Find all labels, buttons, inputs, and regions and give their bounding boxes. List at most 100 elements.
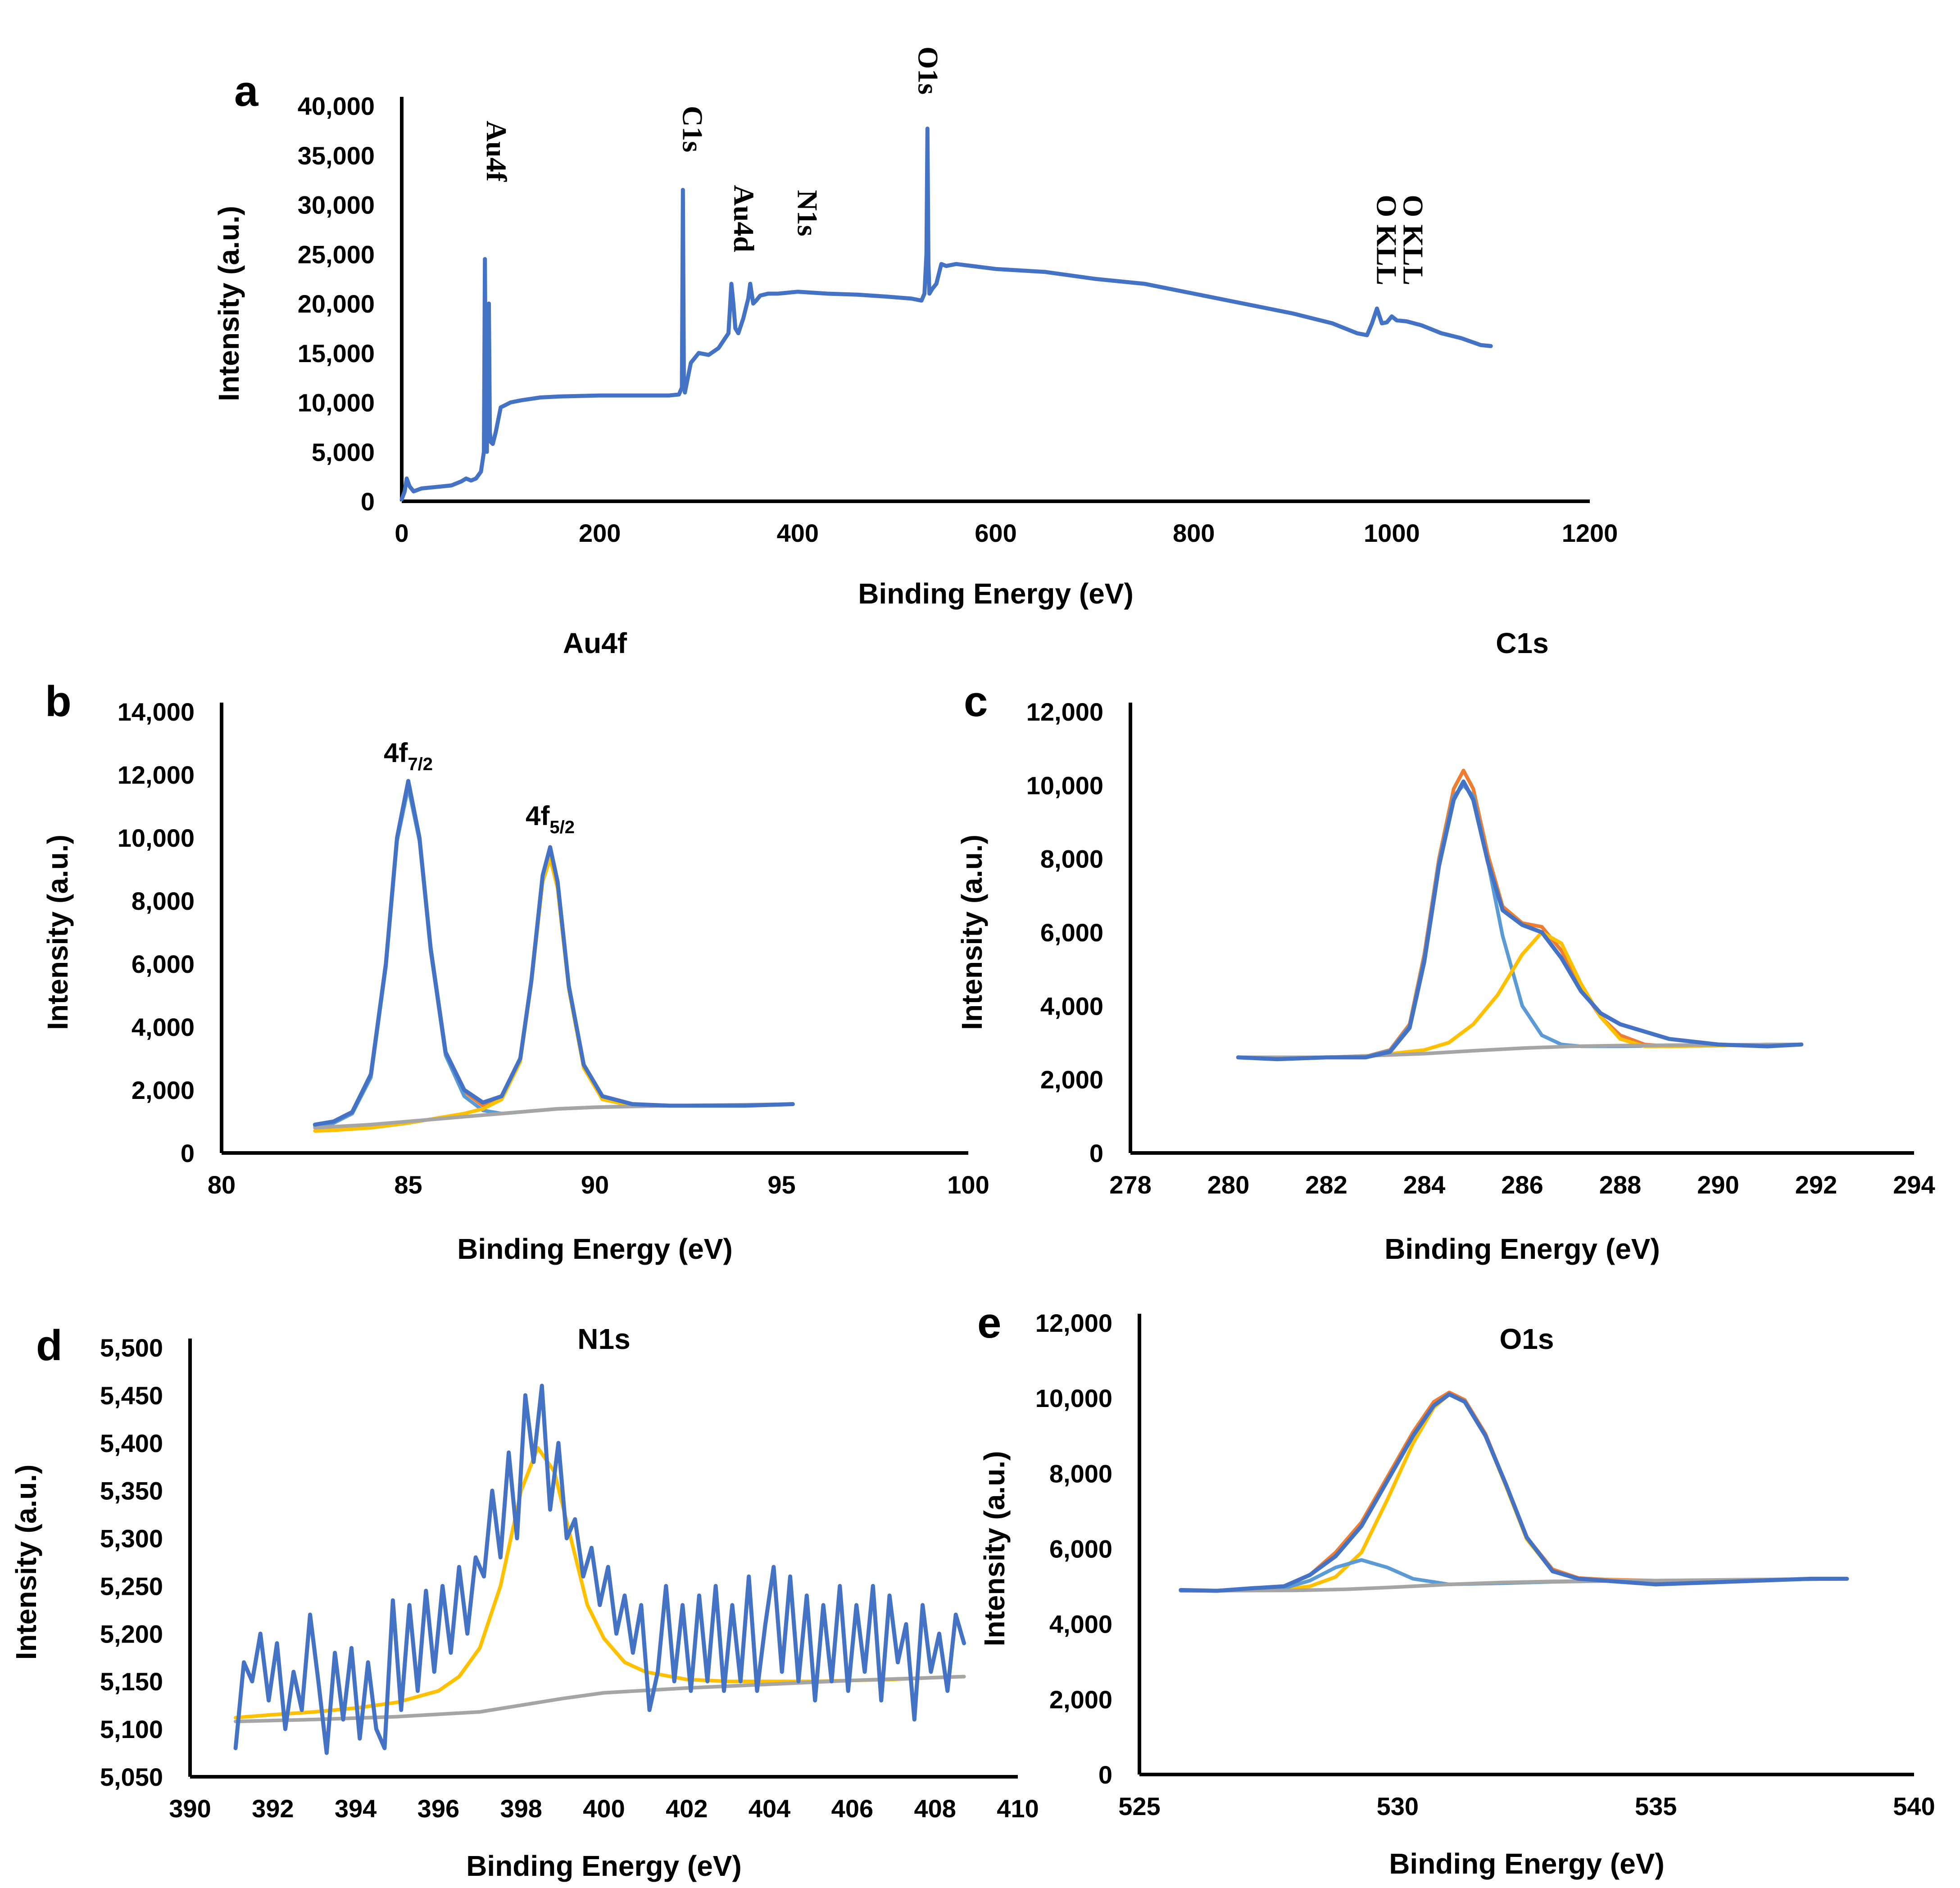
x-tick-label: 286 bbox=[1501, 1171, 1543, 1199]
panel-letter: c bbox=[964, 677, 988, 726]
x-tick-label: 402 bbox=[666, 1794, 708, 1823]
x-tick-label: 400 bbox=[583, 1794, 625, 1823]
x-axis-title: Binding Energy (eV) bbox=[457, 1233, 733, 1265]
y-tick-label: 8,000 bbox=[1049, 1459, 1112, 1488]
x-tick-label: 284 bbox=[1403, 1171, 1445, 1199]
series-line-measured bbox=[1179, 1392, 1849, 1593]
x-tick-label: 95 bbox=[767, 1171, 795, 1199]
y-tick-label: 40,000 bbox=[298, 92, 375, 120]
x-tick-label: 398 bbox=[500, 1794, 542, 1823]
y-tick-label: 10,000 bbox=[118, 824, 195, 852]
y-tick-label: 0 bbox=[181, 1139, 195, 1167]
y-tick-label: 5,050 bbox=[100, 1763, 163, 1791]
y-tick-label: 10,000 bbox=[1035, 1384, 1112, 1412]
peak-annotation: O KLL bbox=[1370, 195, 1402, 286]
y-tick-label: 5,200 bbox=[100, 1620, 163, 1648]
y-tick-label: 5,500 bbox=[100, 1334, 163, 1362]
chart-panel-b: b Au4f 80 85 90 95 100 0 2,000 4,000 6,000 8,000 10,… bbox=[41, 627, 989, 1265]
y-tick-label: 2,000 bbox=[1040, 1066, 1103, 1094]
y-tick-label: 20,000 bbox=[298, 290, 375, 318]
series-line-fit-envelope bbox=[1236, 768, 1803, 1059]
x-tick-label: 410 bbox=[997, 1794, 1039, 1823]
series-line-measured bbox=[313, 779, 795, 1127]
x-tick-label: 294 bbox=[1893, 1171, 1935, 1199]
series-line-survey bbox=[399, 127, 1493, 502]
series-line-background bbox=[1179, 1577, 1849, 1593]
series-line-measured bbox=[233, 1384, 966, 1755]
x-tick-label: 80 bbox=[208, 1171, 236, 1199]
y-tick-label: 5,400 bbox=[100, 1429, 163, 1457]
y-tick-label: 4,000 bbox=[1049, 1610, 1112, 1638]
y-tick-label: 5,300 bbox=[100, 1525, 163, 1553]
x-tick-label: 1000 bbox=[1364, 519, 1420, 547]
x-tick-label: 390 bbox=[169, 1794, 211, 1823]
y-tick-label: 4,000 bbox=[132, 1013, 195, 1041]
x-tick-label: 525 bbox=[1118, 1792, 1160, 1820]
y-tick-label: 6,000 bbox=[1040, 918, 1103, 947]
x-tick-label: 290 bbox=[1697, 1171, 1739, 1199]
y-tick-label: 2,000 bbox=[1049, 1685, 1112, 1714]
panel-letter: a bbox=[234, 67, 259, 115]
x-tick-label: 400 bbox=[777, 519, 819, 547]
y-axis-title: Intensity (a.u.) bbox=[978, 1451, 1011, 1647]
x-tick-label: 392 bbox=[252, 1794, 294, 1823]
y-tick-label: 35,000 bbox=[298, 141, 375, 170]
y-tick-label: 6,000 bbox=[1049, 1535, 1112, 1563]
y-tick-label: 0 bbox=[1098, 1761, 1112, 1789]
series-line-au-4f5-2-component bbox=[313, 856, 795, 1133]
y-tick-label: 12,000 bbox=[1026, 698, 1103, 726]
x-tick-label: 200 bbox=[579, 519, 621, 547]
chart-panel-d: d N1s 390 392 394 396 398 400 402 404 406 408 410 5,0… bbox=[10, 1321, 1039, 1882]
x-axis-title: Binding Energy (eV) bbox=[466, 1850, 742, 1882]
x-tick-label: 408 bbox=[914, 1794, 956, 1823]
x-tick-label: 404 bbox=[749, 1794, 790, 1823]
chart-panel-c: c C1s 278 280 282 284 286 288 290 292 294 0 2,000 4,0… bbox=[956, 627, 1935, 1265]
series-line-background bbox=[313, 1102, 795, 1130]
x-tick-label: 540 bbox=[1893, 1792, 1935, 1820]
panel-letter: d bbox=[36, 1321, 63, 1370]
x-tick-label: 800 bbox=[1173, 519, 1215, 547]
series-line-main-o-component bbox=[1179, 1392, 1849, 1593]
series-line-background bbox=[1236, 1043, 1803, 1059]
x-tick-label: 100 bbox=[947, 1171, 989, 1199]
y-tick-label: 15,000 bbox=[298, 339, 375, 368]
series-line-n-component bbox=[234, 1446, 966, 1720]
y-tick-label: 10,000 bbox=[1026, 771, 1103, 799]
panel-letter: b bbox=[45, 677, 72, 726]
y-tick-label: 30,000 bbox=[298, 191, 375, 219]
chart-panel-a: a 0 200 400 600 800 1000 1200 0 5,000 10,000 15,000… bbox=[213, 46, 1618, 610]
x-tick-label: 280 bbox=[1207, 1171, 1249, 1199]
chart-title: O1s bbox=[1500, 1323, 1554, 1355]
y-tick-label: 10,000 bbox=[298, 389, 375, 417]
peak-annotation: 4f5/2 bbox=[526, 801, 575, 837]
x-tick-label: 535 bbox=[1635, 1792, 1677, 1820]
y-axis-title: Intensity (a.u.) bbox=[956, 835, 988, 1030]
y-tick-label: 5,000 bbox=[312, 438, 375, 466]
peak-annotation: N1s bbox=[791, 190, 823, 236]
y-tick-label: 8,000 bbox=[132, 887, 195, 915]
y-tick-label: 14,000 bbox=[118, 698, 195, 726]
peak-annotation: Au4d bbox=[728, 185, 760, 252]
y-tick-label: 5,350 bbox=[100, 1477, 163, 1505]
x-axis-title: Binding Energy (eV) bbox=[1384, 1233, 1660, 1265]
peak-annotation: Au4f bbox=[481, 121, 513, 182]
x-tick-label: 282 bbox=[1305, 1171, 1347, 1199]
x-tick-label: 396 bbox=[417, 1794, 459, 1823]
y-tick-label: 12,000 bbox=[118, 761, 195, 789]
x-tick-label: 530 bbox=[1377, 1792, 1419, 1820]
y-tick-label: 8,000 bbox=[1040, 845, 1103, 873]
x-tick-label: 278 bbox=[1109, 1171, 1151, 1199]
y-tick-label: 4,000 bbox=[1040, 992, 1103, 1020]
x-tick-label: 90 bbox=[581, 1171, 609, 1199]
x-tick-label: 85 bbox=[394, 1171, 422, 1199]
y-tick-label: 5,100 bbox=[100, 1715, 163, 1743]
x-tick-label: 0 bbox=[395, 519, 408, 547]
y-tick-label: 25,000 bbox=[298, 240, 375, 268]
peak-annotation: C1s bbox=[676, 106, 708, 152]
x-tick-label: 292 bbox=[1795, 1171, 1837, 1199]
x-tick-label: 406 bbox=[831, 1794, 873, 1823]
x-tick-label: 288 bbox=[1599, 1171, 1641, 1199]
y-axis-title: Intensity (a.u.) bbox=[213, 206, 245, 401]
x-tick-label: 1200 bbox=[1562, 519, 1618, 547]
